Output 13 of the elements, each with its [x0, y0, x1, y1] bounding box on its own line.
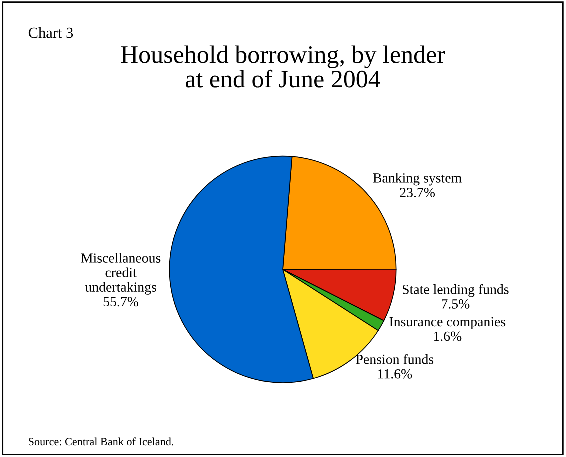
- data-label: 1.6%: [434, 332, 462, 342]
- data-label: 7.5%: [442, 299, 470, 309]
- slice-label: State lending funds: [402, 284, 509, 298]
- slice-label: Insurance companies: [390, 317, 506, 330]
- data-label: 55.7%: [104, 297, 138, 307]
- data-label: 23.7%: [400, 188, 436, 198]
- slice-label: Pension funds: [356, 354, 434, 364]
- slice-label: Miscellaneous credit undertakings: [81, 253, 161, 295]
- slice-label: Banking system: [373, 173, 462, 186]
- chart-title: Household borrowing, by lender at end of June 2004: [121, 46, 446, 88]
- caption: Chart 3: [28, 27, 74, 38]
- source-note: Source: Central Bank of Iceland.: [29, 438, 174, 446]
- data-label: 11.6%: [378, 369, 412, 379]
